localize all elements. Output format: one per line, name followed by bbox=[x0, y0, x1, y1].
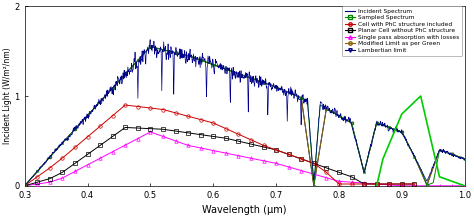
Y-axis label: Incident Light (W/m²/nm): Incident Light (W/m²/nm) bbox=[3, 48, 12, 144]
Legend: Incident Spectrum, Sampled Spectrum, Cell with PhC structure included, Planar Ce: Incident Spectrum, Sampled Spectrum, Cel… bbox=[342, 6, 462, 56]
X-axis label: Wavelength (μm): Wavelength (μm) bbox=[202, 205, 287, 215]
